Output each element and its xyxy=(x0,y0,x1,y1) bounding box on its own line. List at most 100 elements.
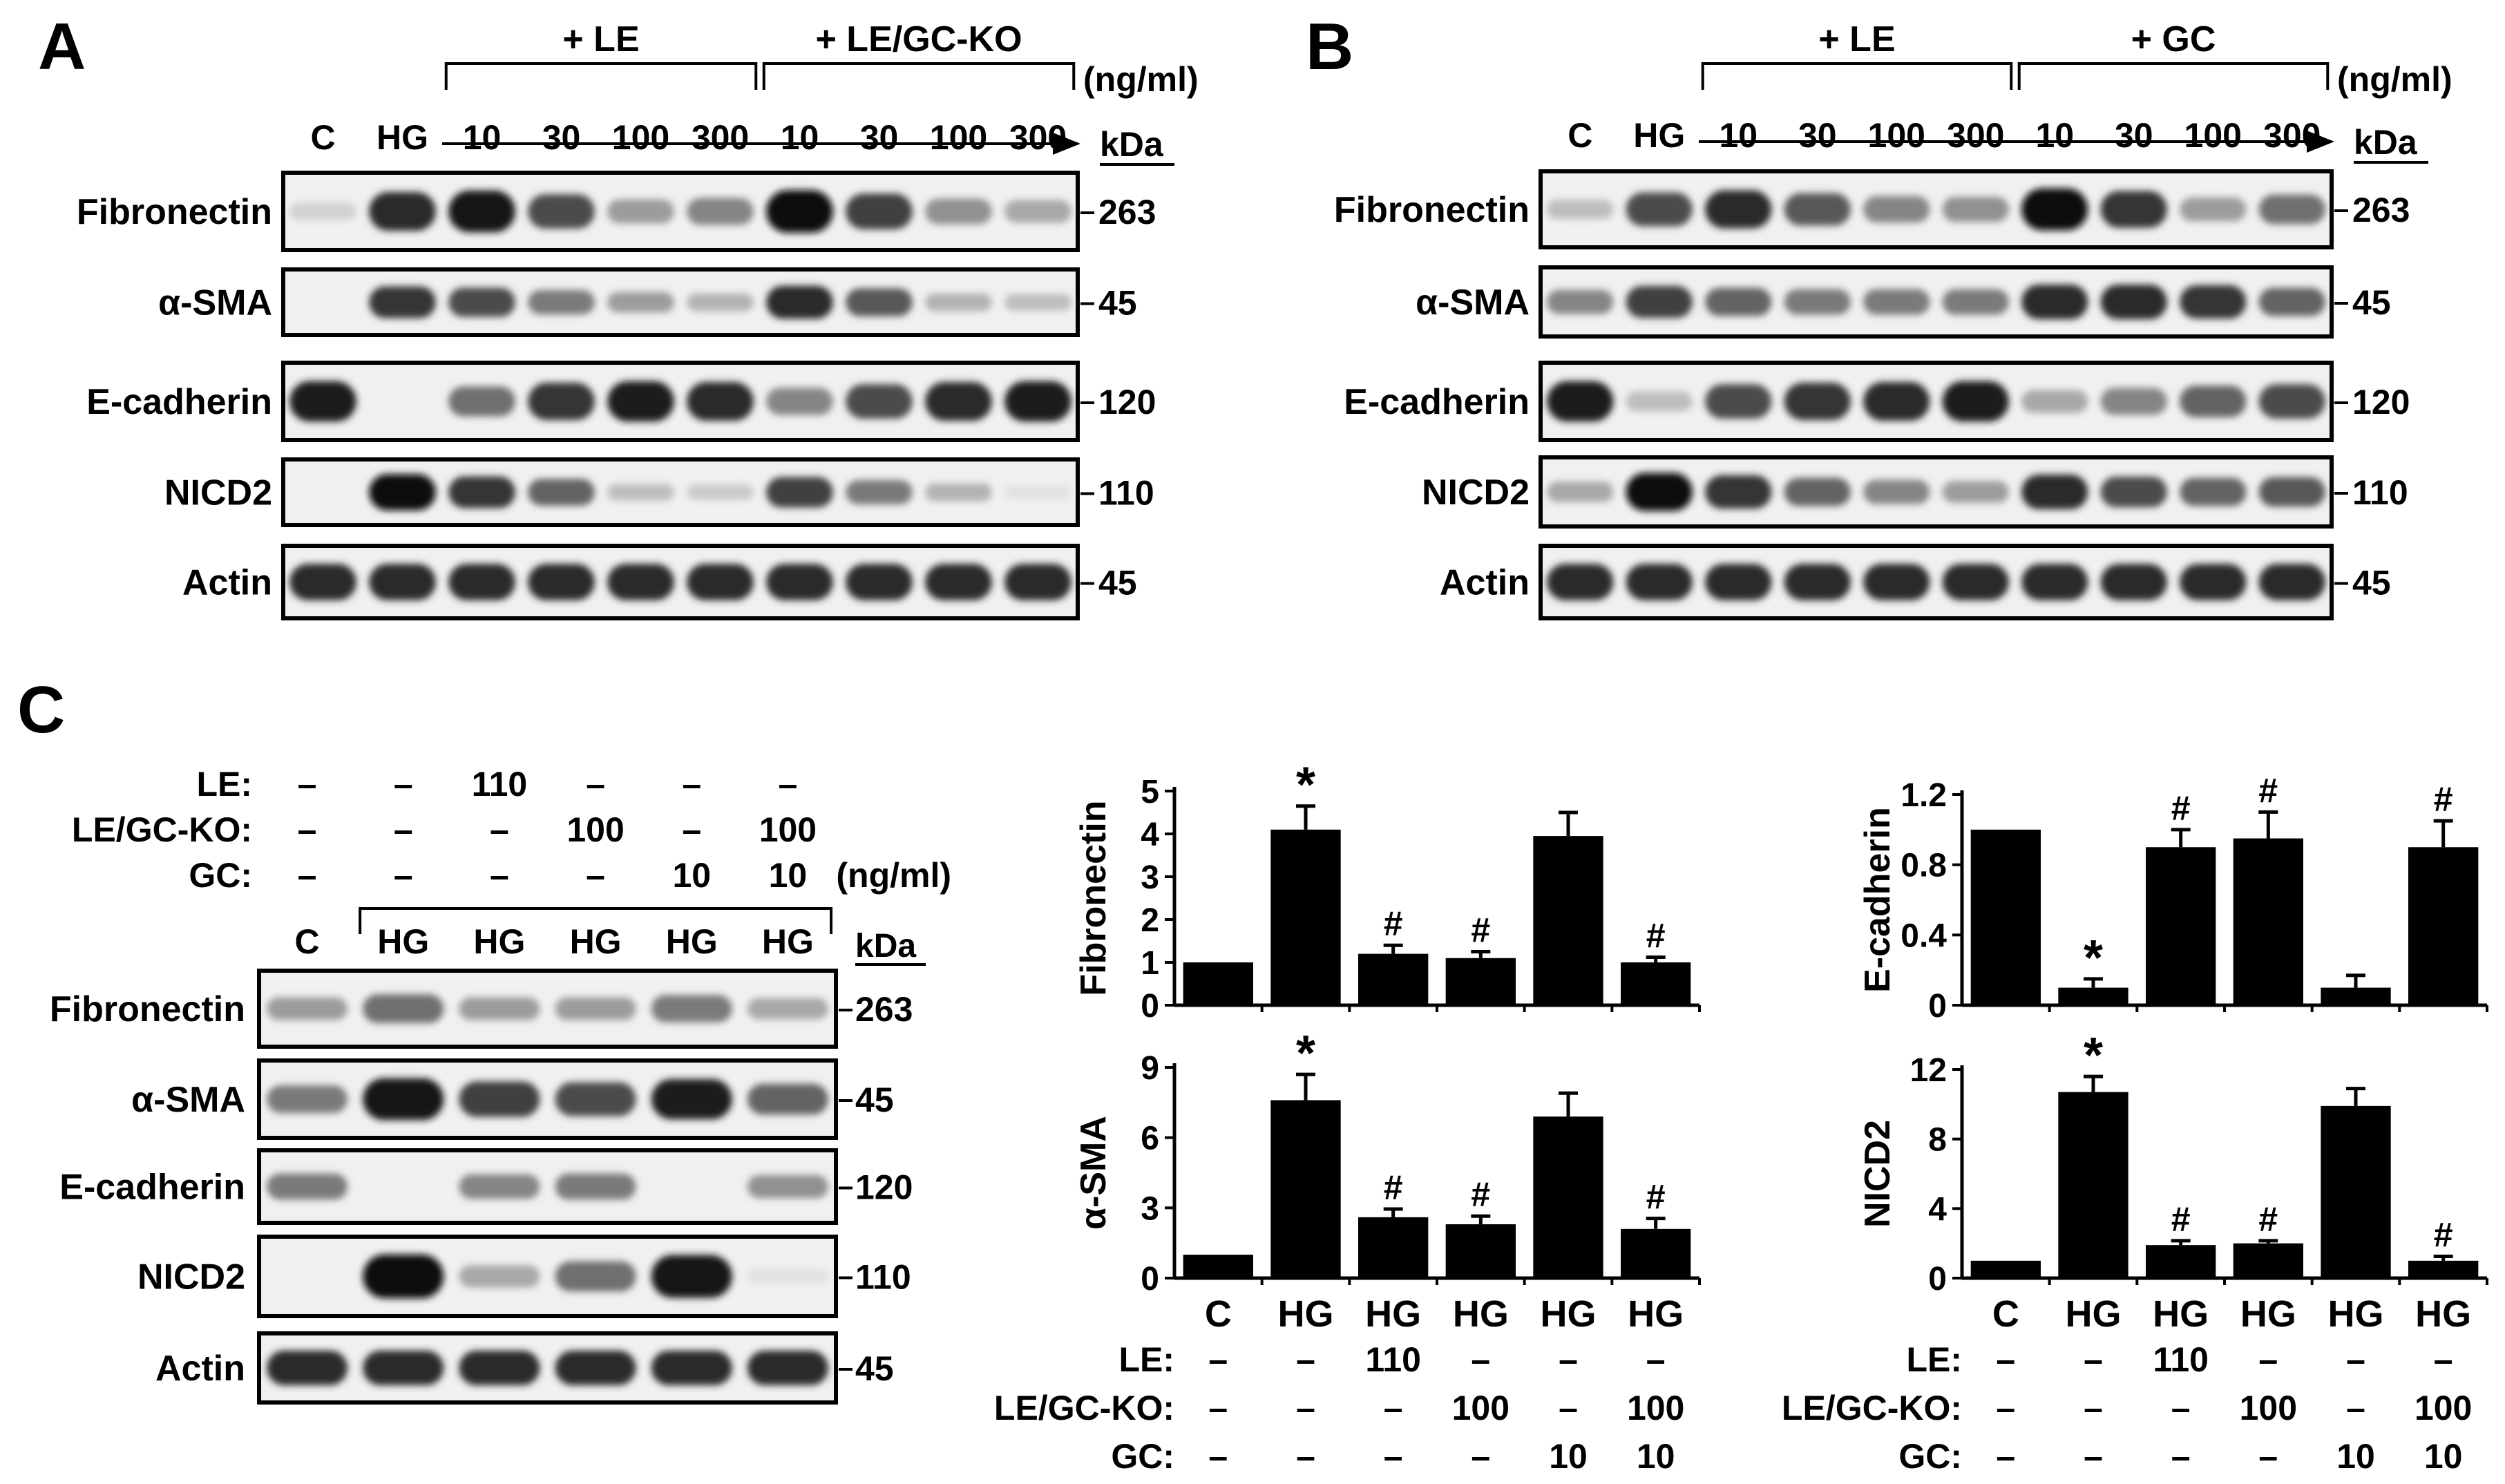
blot-band xyxy=(555,997,636,1020)
treatment-value: – xyxy=(394,765,413,803)
panel-C: C LE: – – 110 – – – LE/GC-KO: – – – 100 – 100 GC: – – – – 10… xyxy=(17,673,951,1405)
blot-band xyxy=(846,288,913,316)
treatment-value: 10 xyxy=(1637,1437,1675,1476)
blot-band xyxy=(1784,564,1851,600)
blot-band xyxy=(1863,289,1930,315)
kda-value: 110 xyxy=(1098,474,1154,513)
chart-nicd2: 0 4 8 12 NICD2 C * HG # HG # HG HG # HG xyxy=(1858,1028,2488,1335)
y-tick-label: 5 xyxy=(1141,774,1159,810)
treatment-value: – xyxy=(779,765,798,803)
blot-band xyxy=(2258,287,2325,316)
blot-band xyxy=(2180,386,2247,417)
blot-band xyxy=(369,474,436,511)
treatment-value: – xyxy=(2171,1437,2191,1476)
treatment-value: – xyxy=(2346,1340,2365,1379)
blot-band xyxy=(459,1351,540,1385)
blot-row: Fibronectin 263 xyxy=(77,171,1156,252)
blot-band xyxy=(651,1255,732,1298)
blot-band xyxy=(2180,285,2247,319)
category-label: C xyxy=(1992,1293,2019,1335)
blot-label: α-SMA xyxy=(1416,283,1530,323)
blot-label: Actin xyxy=(1440,563,1530,603)
treatment-value: – xyxy=(1208,1437,1228,1476)
treatment-value: 10 xyxy=(672,856,711,895)
lane-label: C xyxy=(310,118,335,157)
y-tick-label: 2 xyxy=(1141,902,1159,939)
lane-label: 300 xyxy=(1947,116,2004,155)
treatment-label: LE/GC-KO: xyxy=(72,810,252,849)
panel-letter-C: C xyxy=(17,673,65,747)
lane-label: 300 xyxy=(2263,116,2321,155)
bar xyxy=(2408,847,2479,1005)
blot-label: Fibronectin xyxy=(1334,190,1530,230)
blot-band xyxy=(747,1083,828,1115)
blot-band xyxy=(267,1085,348,1114)
bar xyxy=(2408,1260,2479,1278)
blot-band xyxy=(555,1351,636,1385)
significance-mark: # xyxy=(2434,780,2453,819)
blot-label: E-cadherin xyxy=(1344,382,1530,422)
bar xyxy=(2321,987,2391,1005)
kda-value: 263 xyxy=(1098,193,1156,231)
blot-label: Actin xyxy=(182,563,272,603)
blot-band xyxy=(607,381,674,422)
blot-band xyxy=(1626,192,1693,227)
blot-label: α-SMA xyxy=(158,283,272,323)
blot-band xyxy=(2021,390,2088,413)
group-label-2: + LE/GC-KO xyxy=(815,19,1022,59)
blot-band xyxy=(747,1269,828,1284)
blot-band xyxy=(363,1078,444,1121)
blot-band xyxy=(687,564,754,600)
bar xyxy=(2146,1245,2216,1278)
blot-band xyxy=(766,477,833,508)
blot-band xyxy=(747,998,828,1020)
bar xyxy=(2058,1092,2128,1278)
treatment-value: – xyxy=(298,810,317,849)
treatment-label: GC: xyxy=(1111,1437,1174,1476)
blot-band xyxy=(747,1174,828,1199)
blot-row: NICD2 110 xyxy=(137,1235,911,1318)
blot-band xyxy=(2100,284,2167,320)
kda-value: 120 xyxy=(2352,383,2410,421)
treatment-value: – xyxy=(1559,1340,1578,1379)
group-bracket xyxy=(2017,62,2330,90)
blot-band xyxy=(2021,474,2088,510)
blot-label: NICD2 xyxy=(1422,473,1530,513)
blot-band xyxy=(448,386,515,417)
blot-band xyxy=(448,287,515,317)
panel-A: A + LE + LE/GC-KO (ng/ml) C HG 10 30 100 300 10 30 1… xyxy=(38,10,1199,620)
y-tick-label: 4 xyxy=(1141,817,1159,853)
treatment-value: – xyxy=(2084,1340,2103,1379)
treatment-value: 10 xyxy=(769,856,808,895)
blot-row: α-SMA 45 xyxy=(158,267,1137,337)
blot-label: E-cadherin xyxy=(59,1168,245,1208)
blot-band xyxy=(1626,564,1693,600)
lane-label: 30 xyxy=(2115,116,2153,155)
treatment-value: 100 xyxy=(566,810,624,849)
treatment-value: – xyxy=(1471,1340,1490,1379)
blot-row: E-cadherin 120 xyxy=(1344,361,2410,442)
blot-band xyxy=(1626,285,1693,318)
blot-band xyxy=(528,564,595,600)
category-label: HG xyxy=(2153,1293,2209,1335)
blot-band xyxy=(766,190,833,233)
blot-band xyxy=(1004,200,1071,223)
blot-label: Actin xyxy=(155,1349,245,1389)
lane-label: C xyxy=(1568,116,1592,155)
treatment-value: – xyxy=(1296,1437,1315,1476)
category-label: HG xyxy=(1453,1293,1509,1335)
lane-label: 300 xyxy=(692,118,749,157)
bar xyxy=(2321,1105,2391,1278)
blot-band xyxy=(687,198,754,225)
category-label: C xyxy=(1205,1293,1232,1335)
blot-row: Actin 45 xyxy=(182,544,1137,620)
category-label: HG xyxy=(1365,1293,1421,1335)
blot-band xyxy=(1863,196,1930,223)
blot-band xyxy=(459,1265,540,1288)
treatment-value: – xyxy=(2258,1340,2278,1379)
blot-frame xyxy=(257,969,838,1049)
blot-band xyxy=(687,381,754,421)
treatment-value: – xyxy=(490,810,509,849)
treatment-value: – xyxy=(1384,1389,1403,1427)
y-tick-label: 0 xyxy=(1141,988,1159,1025)
